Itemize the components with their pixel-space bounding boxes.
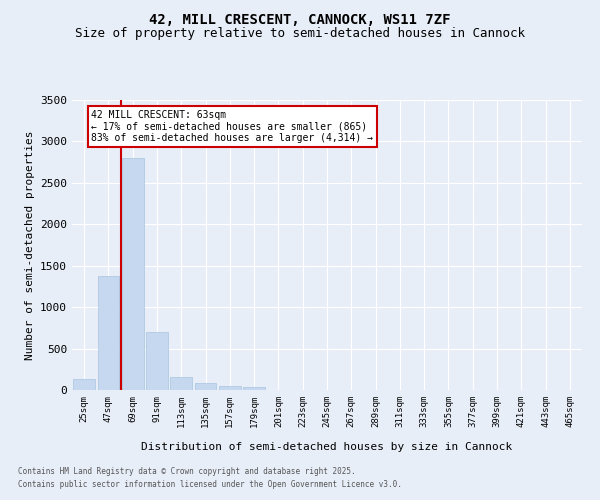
Bar xyxy=(219,386,241,390)
Y-axis label: Number of semi-detached properties: Number of semi-detached properties xyxy=(25,130,35,360)
Bar xyxy=(194,384,217,390)
Text: 42, MILL CRESCENT, CANNOCK, WS11 7ZF: 42, MILL CRESCENT, CANNOCK, WS11 7ZF xyxy=(149,12,451,26)
Text: Contains public sector information licensed under the Open Government Licence v3: Contains public sector information licen… xyxy=(18,480,402,489)
Text: Size of property relative to semi-detached houses in Cannock: Size of property relative to semi-detach… xyxy=(75,28,525,40)
Text: 42 MILL CRESCENT: 63sqm
← 17% of semi-detached houses are smaller (865)
83% of s: 42 MILL CRESCENT: 63sqm ← 17% of semi-de… xyxy=(91,110,373,143)
Text: Contains HM Land Registry data © Crown copyright and database right 2025.: Contains HM Land Registry data © Crown c… xyxy=(18,467,356,476)
Bar xyxy=(170,377,192,390)
Bar xyxy=(73,379,95,390)
Bar xyxy=(122,158,143,390)
Text: Distribution of semi-detached houses by size in Cannock: Distribution of semi-detached houses by … xyxy=(142,442,512,452)
Bar xyxy=(97,276,119,390)
Bar xyxy=(146,332,168,390)
Bar xyxy=(243,387,265,390)
